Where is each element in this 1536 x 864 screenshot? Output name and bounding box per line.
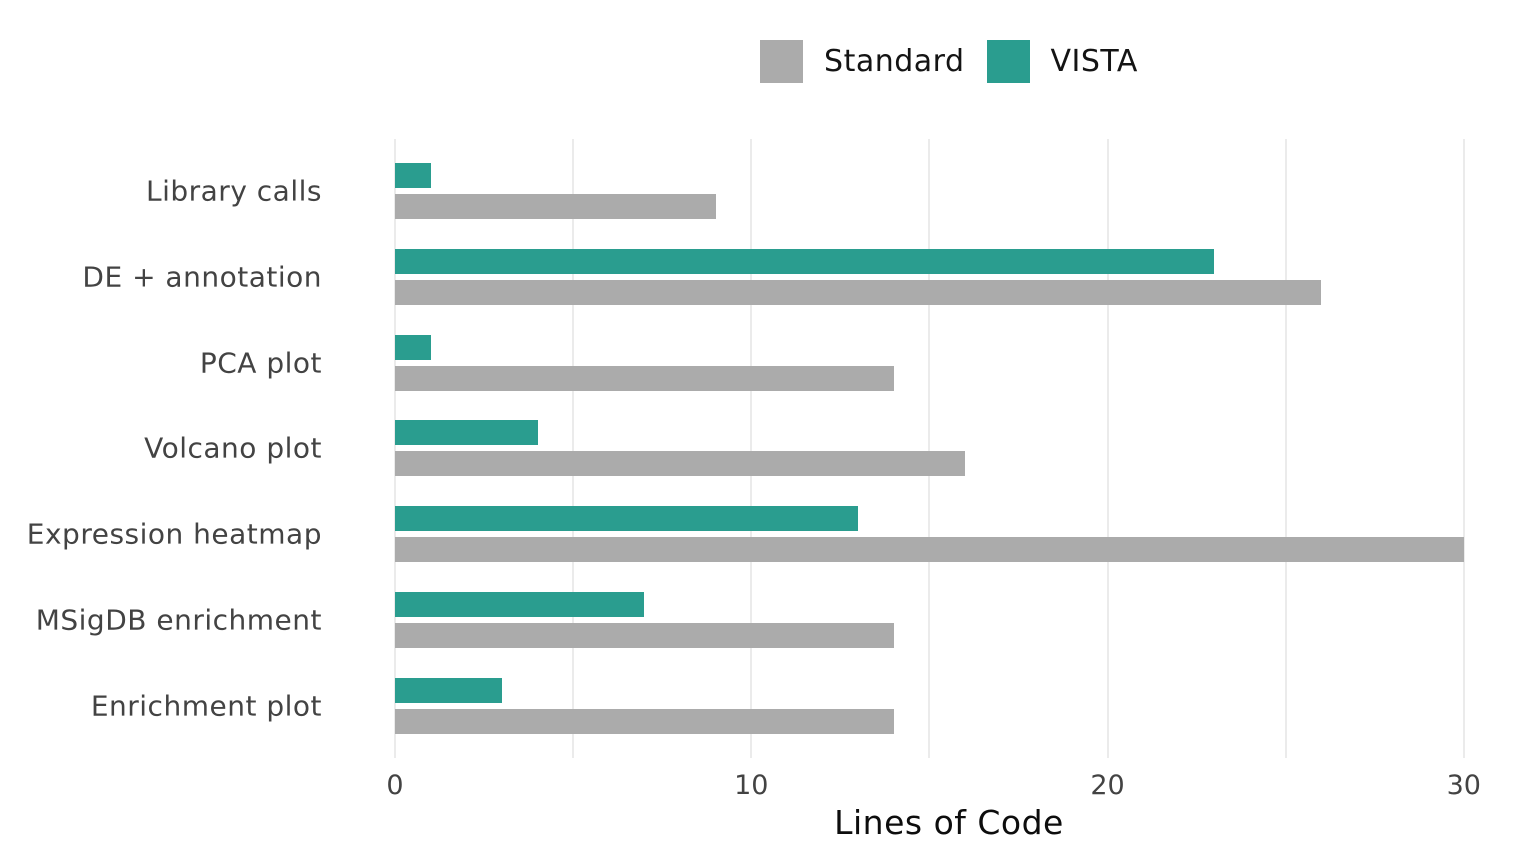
bar-vista-enrichment-plot	[395, 677, 502, 703]
plot-area	[394, 139, 1503, 758]
gridline-15	[928, 139, 931, 758]
bar-standard-enrichment-plot	[395, 708, 894, 734]
category-label-enrichment-plot: Enrichment plot	[90, 689, 322, 723]
bar-standard-msigdb-enrichment	[395, 623, 894, 648]
bar-vista-pca-plot	[395, 334, 431, 360]
gridline-10	[750, 139, 753, 758]
legend-swatch-vista-icon	[986, 39, 1030, 83]
gridline-5	[572, 139, 575, 758]
bar-vista-library-calls	[395, 163, 431, 188]
x-tick-label-30: 30	[1446, 770, 1481, 801]
category-label-msigdb-enrichment: MSigDB enrichment	[35, 603, 322, 637]
bar-standard-expression-heatmap	[395, 537, 1464, 563]
legend-label-standard: Standard	[824, 43, 965, 79]
x-tick-label-20: 20	[1090, 770, 1125, 801]
x-tick-label-10: 10	[734, 770, 769, 801]
bar-standard-de-annotation	[395, 279, 1322, 305]
x-tick-label-0: 0	[386, 770, 404, 801]
bar-vista-expression-heatmap	[395, 506, 859, 532]
category-label-pca-plot: PCA plot	[199, 346, 322, 380]
legend-label-vista: VISTA	[1050, 43, 1138, 79]
bar-vista-de-annotation	[395, 248, 1215, 274]
gridline-0	[394, 139, 396, 758]
legend-item-vista: VISTA	[986, 39, 1138, 83]
category-label-volcano-plot: Volcano plot	[144, 431, 322, 465]
bar-vista-msigdb-enrichment	[395, 592, 645, 617]
bar-standard-volcano-plot	[395, 451, 966, 477]
legend-item-standard: Standard	[760, 39, 965, 83]
bar-vista-volcano-plot	[395, 420, 538, 446]
gridline-20	[1106, 139, 1109, 758]
bar-standard-pca-plot	[395, 365, 894, 391]
x-axis-title: Lines of Code	[834, 803, 1064, 842]
category-label-library-calls: Library calls	[145, 174, 322, 208]
category-label-de-annotation: DE + annotation	[82, 260, 322, 294]
legend-swatch-standard-icon	[760, 39, 804, 83]
gridline-30	[1462, 139, 1465, 758]
legend: Standard VISTA	[395, 39, 1503, 83]
bar-standard-library-calls	[395, 194, 716, 219]
gridline-25	[1284, 139, 1287, 758]
category-label-expression-heatmap: Expression heatmap	[26, 517, 322, 551]
